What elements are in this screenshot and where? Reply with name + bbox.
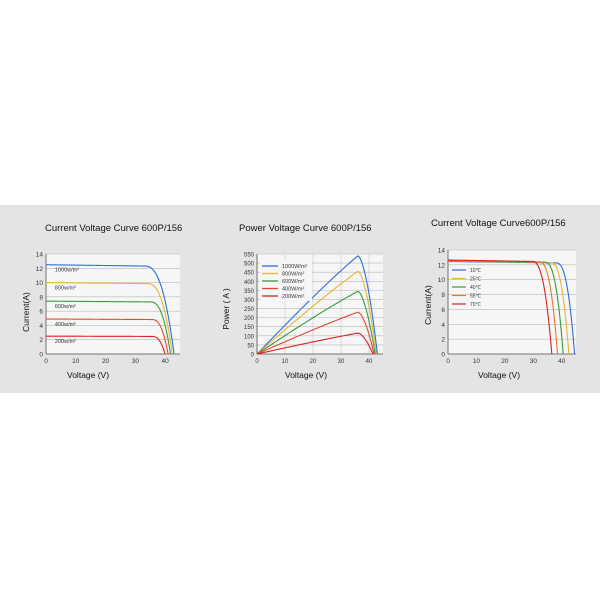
chart1-xlabel: Voltage (V) bbox=[67, 370, 110, 380]
legend-label: 400W/m² bbox=[282, 287, 304, 293]
series-line bbox=[45, 300, 172, 355]
x-tick-label: 0 bbox=[446, 358, 450, 365]
x-tick-label: 20 bbox=[501, 358, 509, 365]
legend-label: 800W/m² bbox=[282, 272, 304, 278]
series-label: 400w/m² bbox=[55, 322, 76, 328]
y-tick-label: 250 bbox=[244, 307, 255, 313]
x-tick-label: 40 bbox=[161, 358, 169, 365]
y-tick-label: 350 bbox=[244, 289, 255, 295]
y-tick-label: 550 bbox=[244, 253, 255, 259]
x-tick-label: 20 bbox=[102, 358, 110, 365]
x-tick-label: 40 bbox=[366, 359, 373, 365]
y-tick-label: 2 bbox=[441, 337, 445, 344]
series-line bbox=[447, 259, 553, 355]
x-tick-label: 20 bbox=[310, 359, 317, 365]
y-tick-label: 8 bbox=[441, 292, 445, 299]
plot-area bbox=[46, 254, 180, 354]
y-tick-label: 0 bbox=[39, 352, 43, 359]
y-tick-label: 500 bbox=[244, 262, 255, 268]
y-tick-label: 400 bbox=[244, 280, 255, 286]
y-tick-label: 200 bbox=[244, 316, 255, 322]
y-tick-label: 450 bbox=[244, 271, 255, 277]
legend-label: 25℃ bbox=[470, 277, 482, 283]
y-tick-label: 4 bbox=[441, 322, 445, 329]
x-tick-label: 40 bbox=[558, 358, 566, 365]
legend-label: 40℃ bbox=[470, 285, 482, 291]
y-tick-label: 150 bbox=[244, 325, 255, 331]
chart2-title: Power Voltage Curve 600P/156 bbox=[239, 223, 372, 234]
y-tick-label: 4 bbox=[39, 323, 43, 330]
chart2-xlabel: Voltage (V) bbox=[285, 370, 328, 380]
series-label: 600w/m² bbox=[55, 304, 76, 310]
y-tick-label: 12 bbox=[438, 262, 446, 269]
y-tick-label: 14 bbox=[36, 252, 44, 259]
plot-area bbox=[448, 250, 576, 354]
series-line bbox=[45, 318, 169, 355]
y-tick-label: 0 bbox=[441, 352, 445, 359]
y-tick-label: 0 bbox=[251, 353, 255, 359]
series-label: 200w/m² bbox=[55, 339, 76, 345]
x-tick-label: 10 bbox=[473, 358, 481, 365]
y-tick-label: 300 bbox=[244, 298, 255, 304]
y-tick-label: 6 bbox=[441, 307, 445, 314]
series-line bbox=[256, 290, 376, 355]
x-tick-label: 10 bbox=[72, 358, 80, 365]
chart3-title: Current Voltage Curve600P/156 bbox=[431, 218, 566, 229]
legend-label: 70℃ bbox=[470, 302, 482, 308]
series-line bbox=[256, 270, 377, 355]
y-tick-label: 50 bbox=[247, 343, 254, 349]
chart3-xlabel: Voltage (V) bbox=[478, 370, 521, 380]
series-line bbox=[45, 282, 173, 355]
series-line bbox=[256, 332, 374, 355]
x-tick-label: 0 bbox=[44, 358, 48, 365]
legend-label: 10℃ bbox=[470, 268, 482, 274]
y-tick-label: 6 bbox=[39, 309, 43, 316]
y-tick-label: 2 bbox=[39, 337, 43, 344]
x-tick-label: 0 bbox=[255, 359, 259, 365]
series-label: 1000w/m² bbox=[55, 268, 79, 274]
series-line bbox=[45, 335, 166, 355]
y-tick-label: 14 bbox=[438, 248, 446, 255]
series-label: 800w/m² bbox=[55, 286, 76, 292]
y-tick-label: 10 bbox=[36, 280, 44, 287]
legend-label: 1000W/m² bbox=[282, 264, 308, 270]
series-line bbox=[45, 264, 175, 355]
chart3-ylabel: Current(A) bbox=[423, 285, 433, 325]
legend-label: 600W/m² bbox=[282, 279, 304, 285]
y-tick-label: 8 bbox=[39, 294, 43, 301]
x-tick-label: 10 bbox=[282, 359, 289, 365]
legend-label: 200W/m² bbox=[282, 294, 304, 300]
series-line bbox=[256, 255, 378, 355]
chart1-title: Current Voltage Curve 600P/156 bbox=[45, 223, 183, 234]
x-tick-label: 30 bbox=[530, 358, 538, 365]
series-line bbox=[256, 311, 375, 355]
x-tick-label: 30 bbox=[338, 359, 345, 365]
y-tick-label: 12 bbox=[36, 266, 44, 273]
y-tick-label: 100 bbox=[244, 334, 255, 340]
legend-label: 55℃ bbox=[470, 294, 482, 300]
x-tick-label: 30 bbox=[132, 358, 140, 365]
y-tick-label: 10 bbox=[438, 277, 446, 284]
